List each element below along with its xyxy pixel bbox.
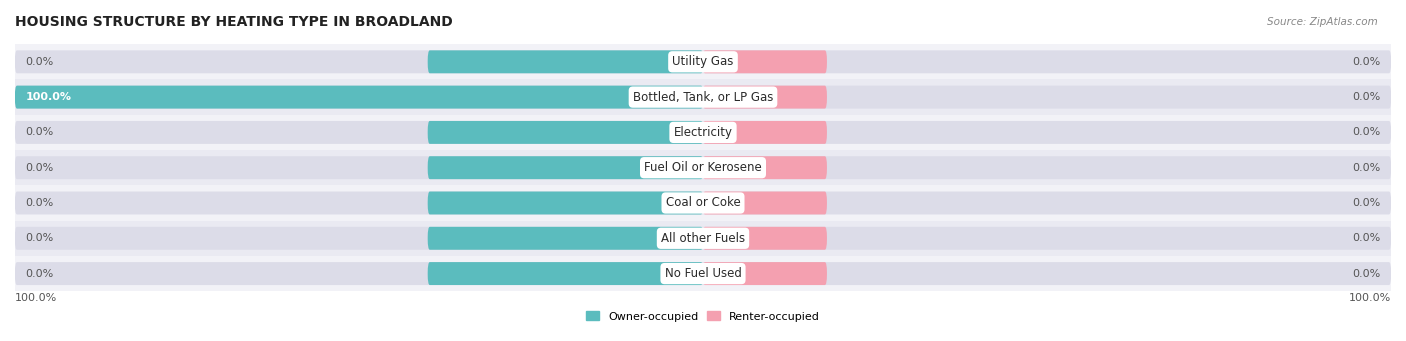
FancyBboxPatch shape — [703, 156, 827, 179]
Bar — [15, 44, 1391, 79]
Text: Bottled, Tank, or LP Gas: Bottled, Tank, or LP Gas — [633, 91, 773, 104]
Text: Coal or Coke: Coal or Coke — [665, 196, 741, 209]
Text: 0.0%: 0.0% — [1353, 198, 1381, 208]
FancyBboxPatch shape — [15, 86, 703, 108]
FancyBboxPatch shape — [703, 262, 827, 285]
Bar — [15, 256, 1391, 291]
FancyBboxPatch shape — [427, 192, 703, 214]
Bar — [15, 221, 1391, 256]
FancyBboxPatch shape — [427, 227, 703, 250]
FancyBboxPatch shape — [15, 227, 1391, 250]
FancyBboxPatch shape — [15, 86, 1391, 108]
Text: 0.0%: 0.0% — [1353, 163, 1381, 173]
FancyBboxPatch shape — [703, 121, 827, 144]
FancyBboxPatch shape — [427, 121, 703, 144]
Text: 0.0%: 0.0% — [1353, 92, 1381, 102]
Bar — [15, 186, 1391, 221]
Text: 0.0%: 0.0% — [25, 233, 53, 243]
FancyBboxPatch shape — [703, 227, 827, 250]
Text: 0.0%: 0.0% — [25, 57, 53, 67]
FancyBboxPatch shape — [427, 50, 703, 73]
FancyBboxPatch shape — [427, 156, 703, 179]
Bar — [15, 79, 1391, 115]
Text: 0.0%: 0.0% — [1353, 233, 1381, 243]
FancyBboxPatch shape — [15, 50, 1391, 73]
FancyBboxPatch shape — [427, 262, 703, 285]
FancyBboxPatch shape — [15, 156, 1391, 179]
FancyBboxPatch shape — [703, 192, 827, 214]
FancyBboxPatch shape — [703, 50, 827, 73]
Text: 0.0%: 0.0% — [25, 198, 53, 208]
FancyBboxPatch shape — [15, 192, 1391, 214]
Text: 0.0%: 0.0% — [25, 128, 53, 137]
FancyBboxPatch shape — [15, 262, 1391, 285]
Bar — [15, 115, 1391, 150]
Text: HOUSING STRUCTURE BY HEATING TYPE IN BROADLAND: HOUSING STRUCTURE BY HEATING TYPE IN BRO… — [15, 15, 453, 29]
Text: 100.0%: 100.0% — [15, 293, 58, 302]
Text: 0.0%: 0.0% — [25, 163, 53, 173]
Text: Utility Gas: Utility Gas — [672, 55, 734, 68]
Text: 100.0%: 100.0% — [25, 92, 72, 102]
Text: 0.0%: 0.0% — [25, 269, 53, 279]
Text: All other Fuels: All other Fuels — [661, 232, 745, 245]
Text: Source: ZipAtlas.com: Source: ZipAtlas.com — [1267, 17, 1378, 27]
Bar — [15, 150, 1391, 186]
Text: Fuel Oil or Kerosene: Fuel Oil or Kerosene — [644, 161, 762, 174]
Text: 100.0%: 100.0% — [1348, 293, 1391, 302]
Text: 0.0%: 0.0% — [1353, 128, 1381, 137]
Legend: Owner-occupied, Renter-occupied: Owner-occupied, Renter-occupied — [581, 307, 825, 326]
Text: 0.0%: 0.0% — [1353, 269, 1381, 279]
Text: Electricity: Electricity — [673, 126, 733, 139]
FancyBboxPatch shape — [15, 121, 1391, 144]
FancyBboxPatch shape — [703, 86, 827, 108]
Text: 0.0%: 0.0% — [1353, 57, 1381, 67]
Text: No Fuel Used: No Fuel Used — [665, 267, 741, 280]
